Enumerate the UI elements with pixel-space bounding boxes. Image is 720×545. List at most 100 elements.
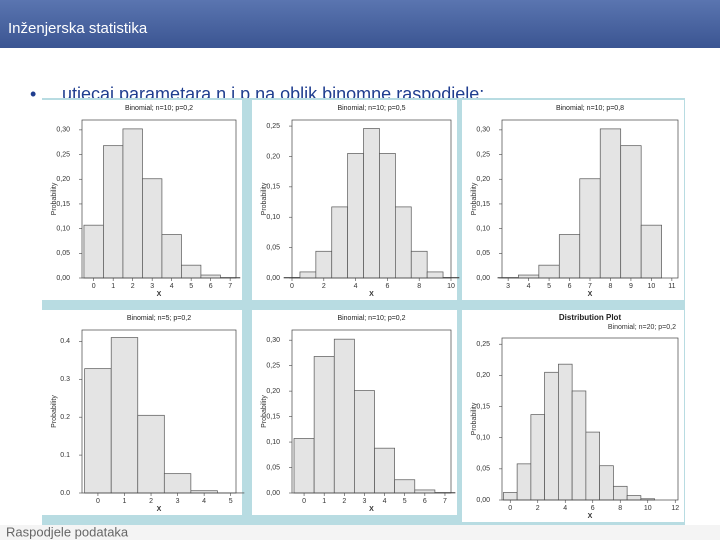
x-tick-label: 8 bbox=[417, 283, 421, 290]
bar bbox=[415, 490, 435, 493]
bar bbox=[316, 251, 332, 278]
bar bbox=[411, 251, 427, 278]
bar bbox=[85, 369, 112, 493]
chart-title: Binomial; n=10; p=0,5 bbox=[337, 105, 405, 112]
y-tick-label: 0,30 bbox=[476, 127, 490, 134]
y-tick-label: 0,00 bbox=[476, 497, 490, 504]
x-tick-label: 6 bbox=[423, 498, 427, 505]
y-tick-label: 0,00 bbox=[266, 275, 280, 282]
x-tick-label: 9 bbox=[629, 283, 633, 290]
bar bbox=[379, 153, 395, 278]
y-tick-label: 0,15 bbox=[266, 413, 280, 420]
y-tick-label: 0,25 bbox=[476, 151, 490, 158]
bar bbox=[600, 129, 620, 278]
chart-title: Binomial; n=5; p=0,2 bbox=[127, 315, 191, 322]
y-tick-label: 0,15 bbox=[56, 201, 70, 208]
bar bbox=[181, 265, 200, 278]
x-tick-label: 6 bbox=[385, 283, 389, 290]
x-tick-label: 6 bbox=[209, 283, 213, 290]
header-title: Inženjerska statistika bbox=[8, 20, 148, 37]
y-tick-label: 0.1 bbox=[60, 452, 70, 459]
x-tick-label: 2 bbox=[342, 498, 346, 505]
bullet-dot: • bbox=[30, 84, 36, 104]
y-tick-label: 0.2 bbox=[60, 414, 70, 421]
x-tick-label: 2 bbox=[536, 505, 540, 512]
x-tick-label: 5 bbox=[189, 283, 193, 290]
bar bbox=[123, 129, 142, 278]
x-tick-label: 7 bbox=[228, 283, 232, 290]
y-tick-label: 0,10 bbox=[476, 225, 490, 232]
y-tick-label: 0,05 bbox=[476, 250, 490, 257]
x-tick-label: 1 bbox=[123, 498, 127, 505]
x-tick-label: 4 bbox=[354, 283, 358, 290]
bar bbox=[531, 415, 545, 500]
y-tick-label: 0,00 bbox=[266, 490, 280, 497]
x-tick-label: 12 bbox=[671, 505, 679, 512]
bar bbox=[348, 153, 364, 278]
x-tick-label: 5 bbox=[547, 283, 551, 290]
x-tick-label: 6 bbox=[568, 283, 572, 290]
bar bbox=[111, 338, 138, 493]
bar bbox=[334, 339, 354, 493]
bar bbox=[613, 486, 627, 500]
x-tick-label: 0 bbox=[302, 498, 306, 505]
y-tick-label: 0,15 bbox=[266, 184, 280, 191]
x-tick-label: 0 bbox=[96, 498, 100, 505]
y-tick-label: 0,20 bbox=[476, 372, 490, 379]
x-tick-label: 5 bbox=[229, 498, 233, 505]
bar bbox=[427, 272, 443, 278]
x-tick-label: 4 bbox=[563, 505, 567, 512]
x-tick-label: 3 bbox=[176, 498, 180, 505]
bar bbox=[580, 179, 600, 278]
x-axis-label: X bbox=[369, 506, 374, 513]
y-tick-label: 0,20 bbox=[56, 176, 70, 183]
y-tick-label: 0.3 bbox=[60, 376, 70, 383]
x-tick-label: 0 bbox=[508, 505, 512, 512]
bar bbox=[395, 480, 415, 493]
bar bbox=[332, 207, 348, 278]
x-tick-label: 3 bbox=[363, 498, 367, 505]
x-tick-label: 10 bbox=[644, 505, 652, 512]
y-axis-label: Probability bbox=[51, 395, 58, 428]
x-tick-label: 3 bbox=[506, 283, 510, 290]
bar bbox=[641, 225, 661, 278]
chart-subtitle: Binomial; n=20; p=0,2 bbox=[608, 324, 676, 331]
bar bbox=[103, 146, 122, 278]
bar bbox=[572, 391, 586, 500]
x-tick-label: 0 bbox=[92, 283, 96, 290]
bar bbox=[164, 474, 191, 493]
chart-title: Binomial; n=10; p=0,2 bbox=[125, 105, 193, 112]
chart-title: Distribution Plot bbox=[559, 313, 622, 322]
x-tick-label: 7 bbox=[588, 283, 592, 290]
x-tick-label: 6 bbox=[591, 505, 595, 512]
bar bbox=[138, 415, 165, 493]
bar bbox=[162, 235, 181, 278]
y-tick-label: 0,20 bbox=[476, 176, 490, 183]
y-tick-label: 0,25 bbox=[476, 341, 490, 348]
bar bbox=[201, 275, 220, 278]
footer-text: Raspodjele podataka bbox=[6, 524, 129, 539]
x-tick-label: 10 bbox=[447, 283, 455, 290]
x-tick-label: 10 bbox=[647, 283, 655, 290]
x-axis-label: X bbox=[157, 291, 162, 298]
bar bbox=[300, 272, 316, 278]
bar bbox=[314, 356, 334, 493]
x-tick-label: 8 bbox=[618, 505, 622, 512]
y-tick-label: 0,10 bbox=[266, 214, 280, 221]
y-tick-label: 0,10 bbox=[266, 439, 280, 446]
y-tick-label: 0,25 bbox=[266, 123, 280, 130]
bar bbox=[142, 179, 161, 278]
y-tick-label: 0,30 bbox=[266, 337, 280, 344]
y-tick-label: 0,15 bbox=[476, 201, 490, 208]
bar bbox=[627, 496, 641, 500]
bar bbox=[586, 432, 600, 500]
y-axis-label: Probability bbox=[51, 182, 58, 215]
bar bbox=[558, 364, 572, 500]
x-tick-label: 7 bbox=[443, 498, 447, 505]
x-tick-label: 1 bbox=[111, 283, 115, 290]
x-axis-label: X bbox=[369, 291, 374, 298]
x-tick-label: 5 bbox=[403, 498, 407, 505]
bar bbox=[84, 225, 103, 278]
y-tick-label: 0,25 bbox=[266, 363, 280, 370]
bar bbox=[395, 207, 411, 278]
